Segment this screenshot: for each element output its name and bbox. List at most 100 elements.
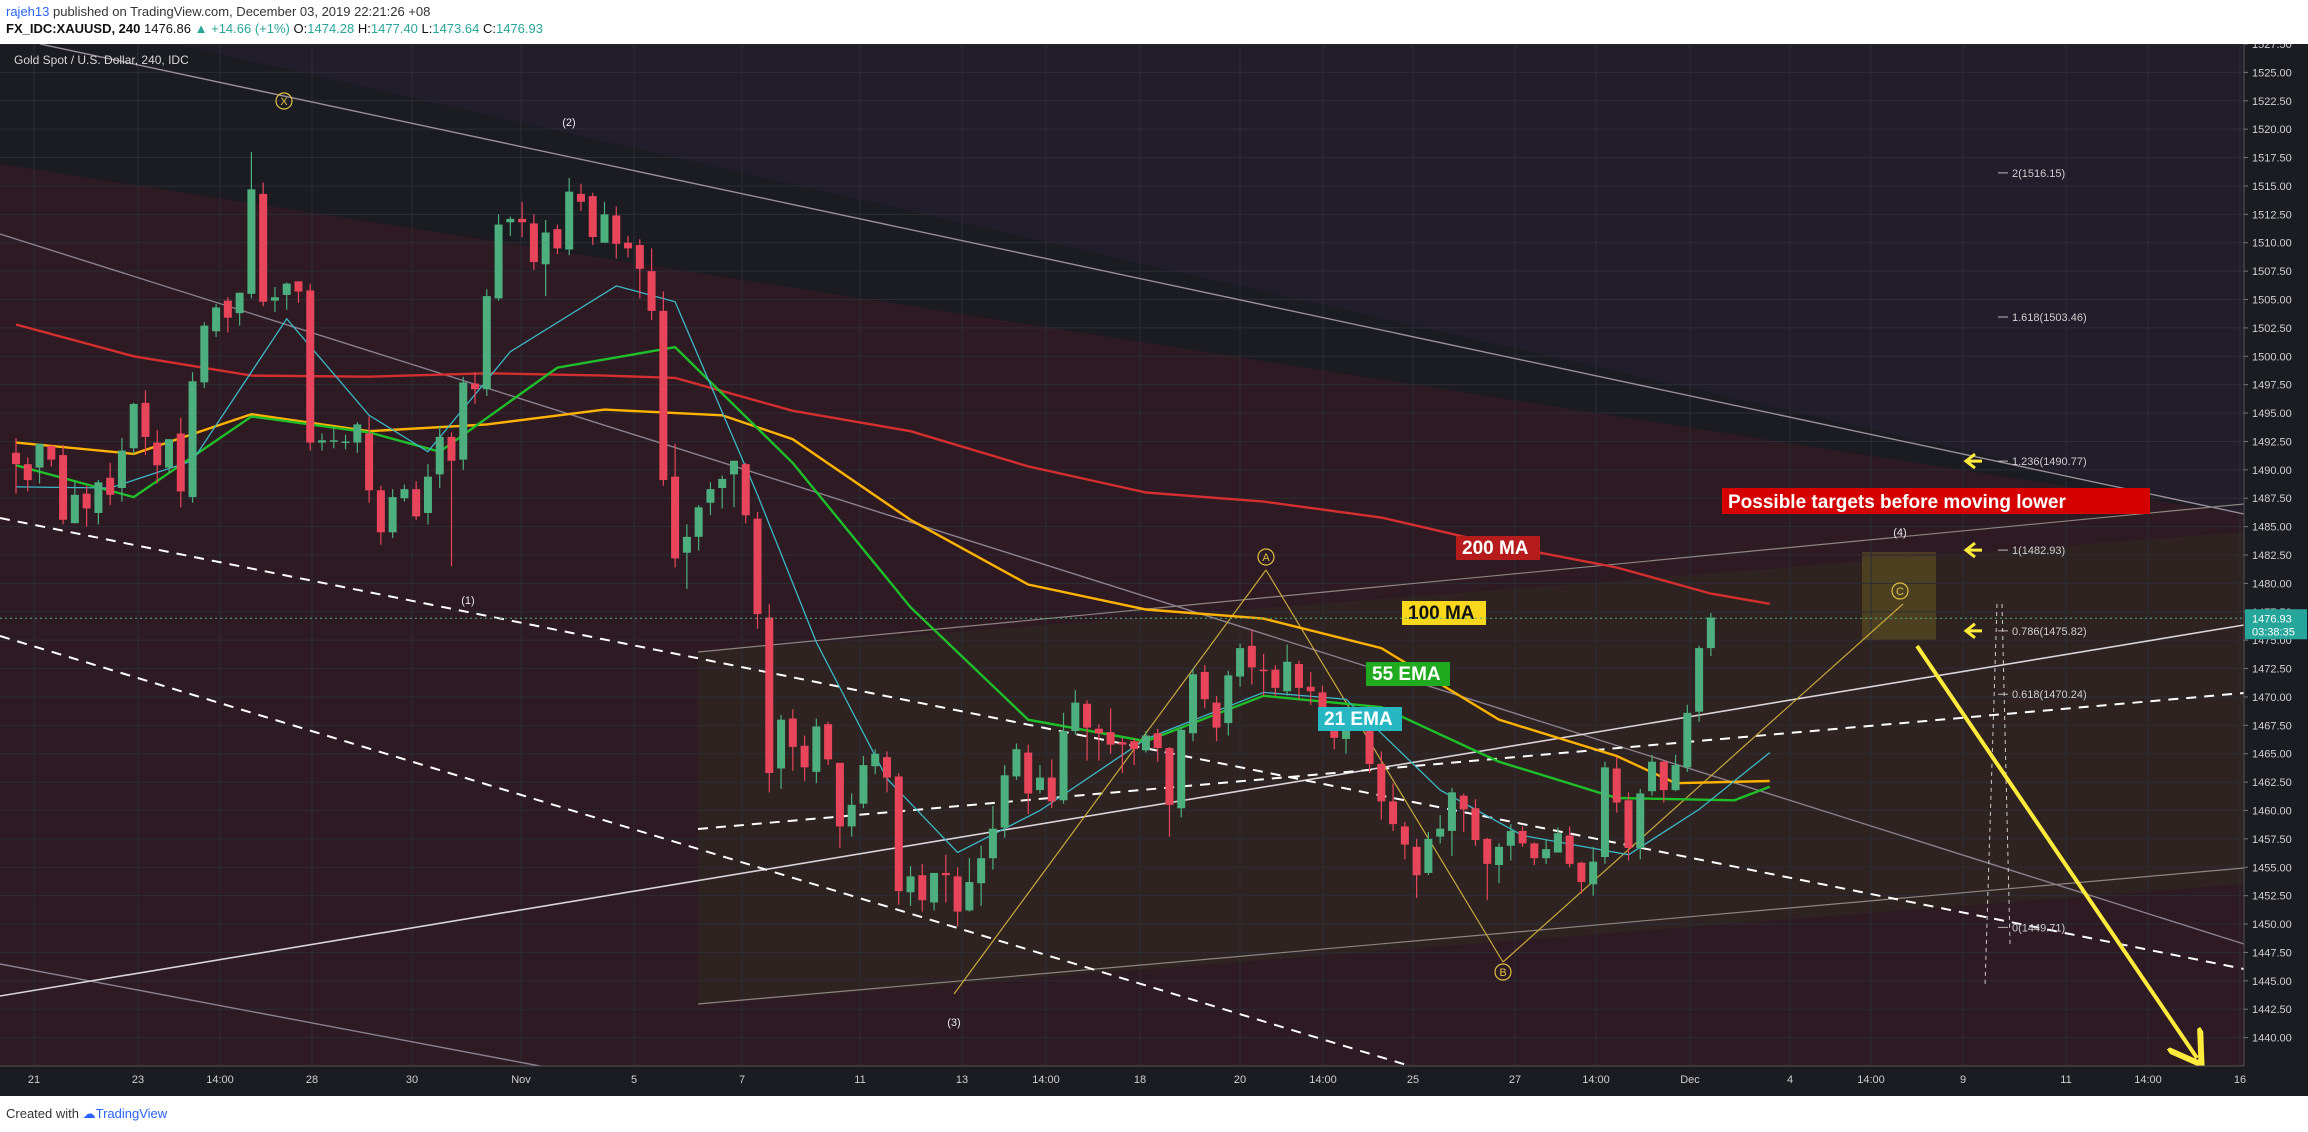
candle[interactable]	[1259, 653, 1268, 696]
candle[interactable]	[1283, 644, 1292, 696]
candle[interactable]	[341, 434, 350, 450]
candle[interactable]	[318, 433, 327, 451]
candle[interactable]	[353, 422, 362, 453]
candle[interactable]	[1094, 724, 1103, 761]
candle[interactable]	[1189, 668, 1197, 742]
candle[interactable]	[306, 283, 315, 451]
candle[interactable]	[1577, 861, 1586, 894]
candle[interactable]	[671, 443, 680, 568]
candle[interactable]	[824, 721, 833, 766]
candle[interactable]	[212, 304, 221, 337]
candle[interactable]	[423, 464, 432, 525]
candle[interactable]	[1200, 665, 1209, 709]
candle[interactable]	[1565, 826, 1574, 868]
candle[interactable]	[624, 235, 633, 258]
candle[interactable]	[906, 866, 915, 906]
candle[interactable]	[1035, 765, 1044, 794]
candle[interactable]	[294, 281, 303, 303]
candle[interactable]	[1412, 838, 1421, 898]
candle[interactable]	[200, 322, 209, 389]
candle[interactable]	[1153, 728, 1162, 762]
candle[interactable]	[1659, 760, 1668, 803]
candle[interactable]	[977, 845, 986, 906]
candle[interactable]	[953, 867, 962, 927]
candle[interactable]	[459, 376, 468, 470]
candle[interactable]	[412, 481, 421, 520]
candle[interactable]	[1518, 826, 1527, 847]
candle[interactable]	[859, 755, 868, 809]
candle[interactable]	[1083, 700, 1092, 761]
candle[interactable]	[777, 715, 786, 789]
candle[interactable]	[718, 475, 727, 509]
candle[interactable]	[1130, 738, 1139, 766]
candle[interactable]	[1012, 743, 1021, 780]
candle[interactable]	[729, 460, 738, 508]
candle[interactable]	[1236, 643, 1245, 687]
candle[interactable]	[1424, 832, 1433, 876]
candle[interactable]	[94, 480, 103, 525]
candle[interactable]	[1294, 660, 1303, 700]
candle[interactable]	[1553, 827, 1562, 853]
candle[interactable]	[706, 482, 715, 516]
candle[interactable]	[1706, 612, 1715, 657]
candle[interactable]	[529, 214, 538, 270]
candle[interactable]	[1400, 821, 1409, 860]
candle[interactable]	[12, 438, 20, 494]
candle[interactable]	[365, 416, 374, 503]
candle[interactable]	[1447, 787, 1456, 856]
candle[interactable]	[1612, 757, 1621, 813]
candle[interactable]	[1671, 754, 1680, 792]
candle[interactable]	[247, 151, 256, 299]
author-link[interactable]: rajeh13	[6, 4, 50, 19]
candle[interactable]	[1118, 737, 1127, 774]
candle[interactable]	[965, 858, 974, 912]
candle[interactable]	[1000, 765, 1009, 838]
candle[interactable]	[82, 485, 91, 527]
candle[interactable]	[1224, 670, 1233, 736]
candle[interactable]	[482, 289, 491, 397]
candle[interactable]	[835, 762, 844, 848]
candle[interactable]	[259, 182, 268, 307]
candle[interactable]	[847, 793, 856, 837]
candle[interactable]	[988, 805, 997, 870]
candle[interactable]	[1459, 793, 1468, 833]
candle[interactable]	[635, 239, 644, 299]
candle[interactable]	[1212, 695, 1221, 742]
candle[interactable]	[788, 709, 797, 771]
candle[interactable]	[1530, 842, 1539, 866]
candle[interactable]	[106, 463, 115, 506]
candle[interactable]	[1141, 731, 1150, 753]
candle[interactable]	[576, 183, 585, 211]
candle[interactable]	[165, 439, 174, 474]
candle[interactable]	[918, 863, 927, 912]
candle[interactable]	[1177, 726, 1186, 818]
candle[interactable]	[1542, 840, 1551, 864]
candle[interactable]	[494, 214, 503, 301]
candle[interactable]	[682, 524, 691, 590]
candle[interactable]	[588, 192, 597, 245]
candle[interactable]	[894, 773, 903, 905]
candle[interactable]	[1483, 837, 1492, 901]
candle[interactable]	[153, 430, 162, 484]
chart-svg[interactable]: 2(1516.15) 1.618(1503.46) 1.236(1490.77) 1(…	[0, 44, 2308, 1096]
candle[interactable]	[1059, 712, 1068, 804]
candle[interactable]	[23, 457, 32, 492]
candle[interactable]	[1600, 761, 1609, 864]
candle[interactable]	[129, 402, 138, 454]
candle[interactable]	[1695, 645, 1704, 722]
candle[interactable]	[435, 425, 444, 489]
candle[interactable]	[659, 291, 668, 486]
candle[interactable]	[1247, 629, 1256, 685]
candle[interactable]	[1506, 824, 1515, 861]
candle[interactable]	[741, 463, 750, 524]
candle[interactable]	[188, 372, 197, 503]
candle[interactable]	[1495, 843, 1504, 884]
candle[interactable]	[59, 444, 68, 525]
chart-area[interactable]: 2(1516.15) 1.618(1503.46) 1.236(1490.77) 1(…	[0, 44, 2308, 1096]
candle[interactable]	[1071, 690, 1080, 735]
candle[interactable]	[565, 177, 574, 256]
candle[interactable]	[694, 505, 703, 551]
candle[interactable]	[765, 603, 774, 793]
candle[interactable]	[376, 485, 385, 545]
candle[interactable]	[800, 735, 809, 781]
